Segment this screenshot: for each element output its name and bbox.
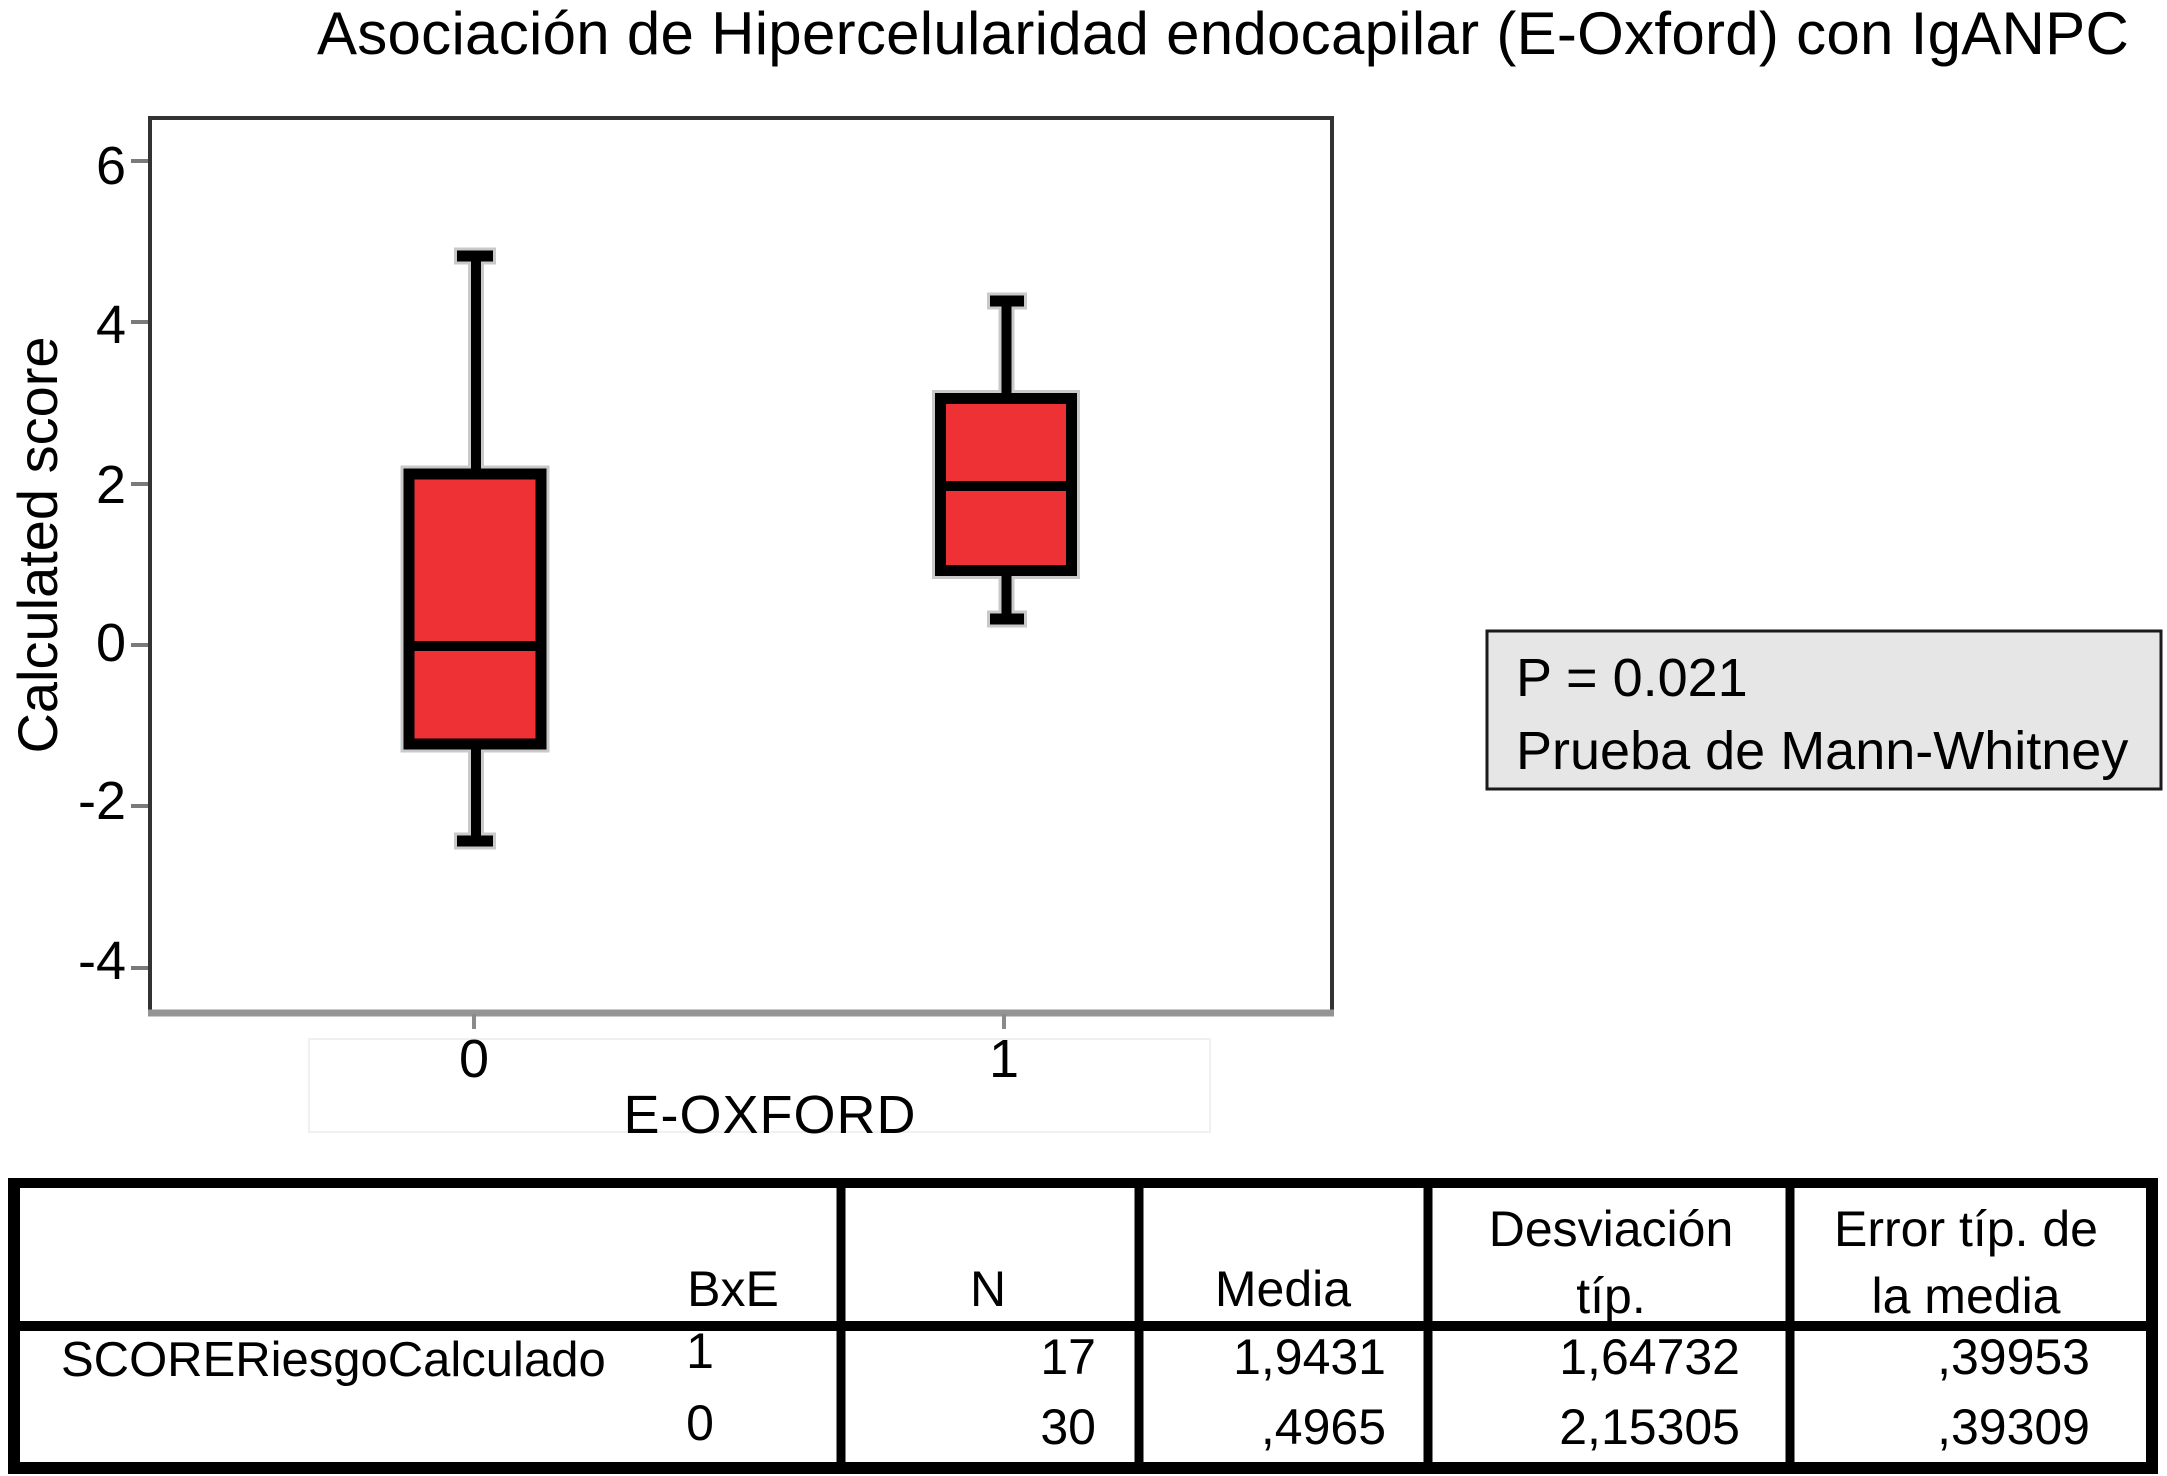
svg-text:4: 4: [96, 295, 126, 355]
svg-text:Media: Media: [1215, 1261, 1351, 1317]
svg-text:2,15305: 2,15305: [1559, 1399, 1740, 1455]
svg-text:E-OXFORD: E-OXFORD: [623, 1085, 916, 1145]
svg-text:SCORERiesgoCalculado: SCORERiesgoCalculado: [61, 1333, 606, 1387]
svg-text:típ.: típ.: [1576, 1268, 1645, 1324]
svg-text:1,64732: 1,64732: [1559, 1329, 1740, 1385]
svg-text:1,9431: 1,9431: [1233, 1329, 1386, 1385]
svg-text:1: 1: [686, 1323, 714, 1379]
svg-text:0: 0: [96, 613, 126, 673]
svg-text:30: 30: [1040, 1399, 1096, 1455]
svg-text:Prueba de Mann-Whitney: Prueba de Mann-Whitney: [1516, 721, 2128, 781]
svg-text:-2: -2: [78, 771, 126, 831]
svg-text:Desviación: Desviación: [1489, 1201, 1734, 1257]
svg-text:,39309: ,39309: [1937, 1399, 2090, 1455]
svg-text:0: 0: [686, 1395, 714, 1451]
svg-text:2: 2: [96, 455, 126, 515]
svg-text:N: N: [970, 1261, 1006, 1317]
svg-text:Error típ. de: Error típ. de: [1834, 1201, 2098, 1257]
svg-text:6: 6: [96, 136, 126, 196]
svg-text:,39953: ,39953: [1937, 1329, 2090, 1385]
svg-text:-4: -4: [78, 931, 126, 991]
svg-text:Asociación de Hipercelularidad: Asociación de Hipercelularidad endocapil…: [317, 0, 2129, 67]
svg-text:,4965: ,4965: [1261, 1399, 1386, 1455]
svg-text:la media: la media: [1872, 1268, 2061, 1324]
svg-text:0: 0: [459, 1029, 489, 1089]
svg-text:P = 0.021: P = 0.021: [1516, 648, 1748, 708]
svg-text:17: 17: [1040, 1329, 1096, 1385]
svg-text:1: 1: [989, 1029, 1019, 1089]
svg-text:BxE: BxE: [687, 1261, 779, 1317]
svg-text:Calculated score: Calculated score: [6, 336, 69, 753]
